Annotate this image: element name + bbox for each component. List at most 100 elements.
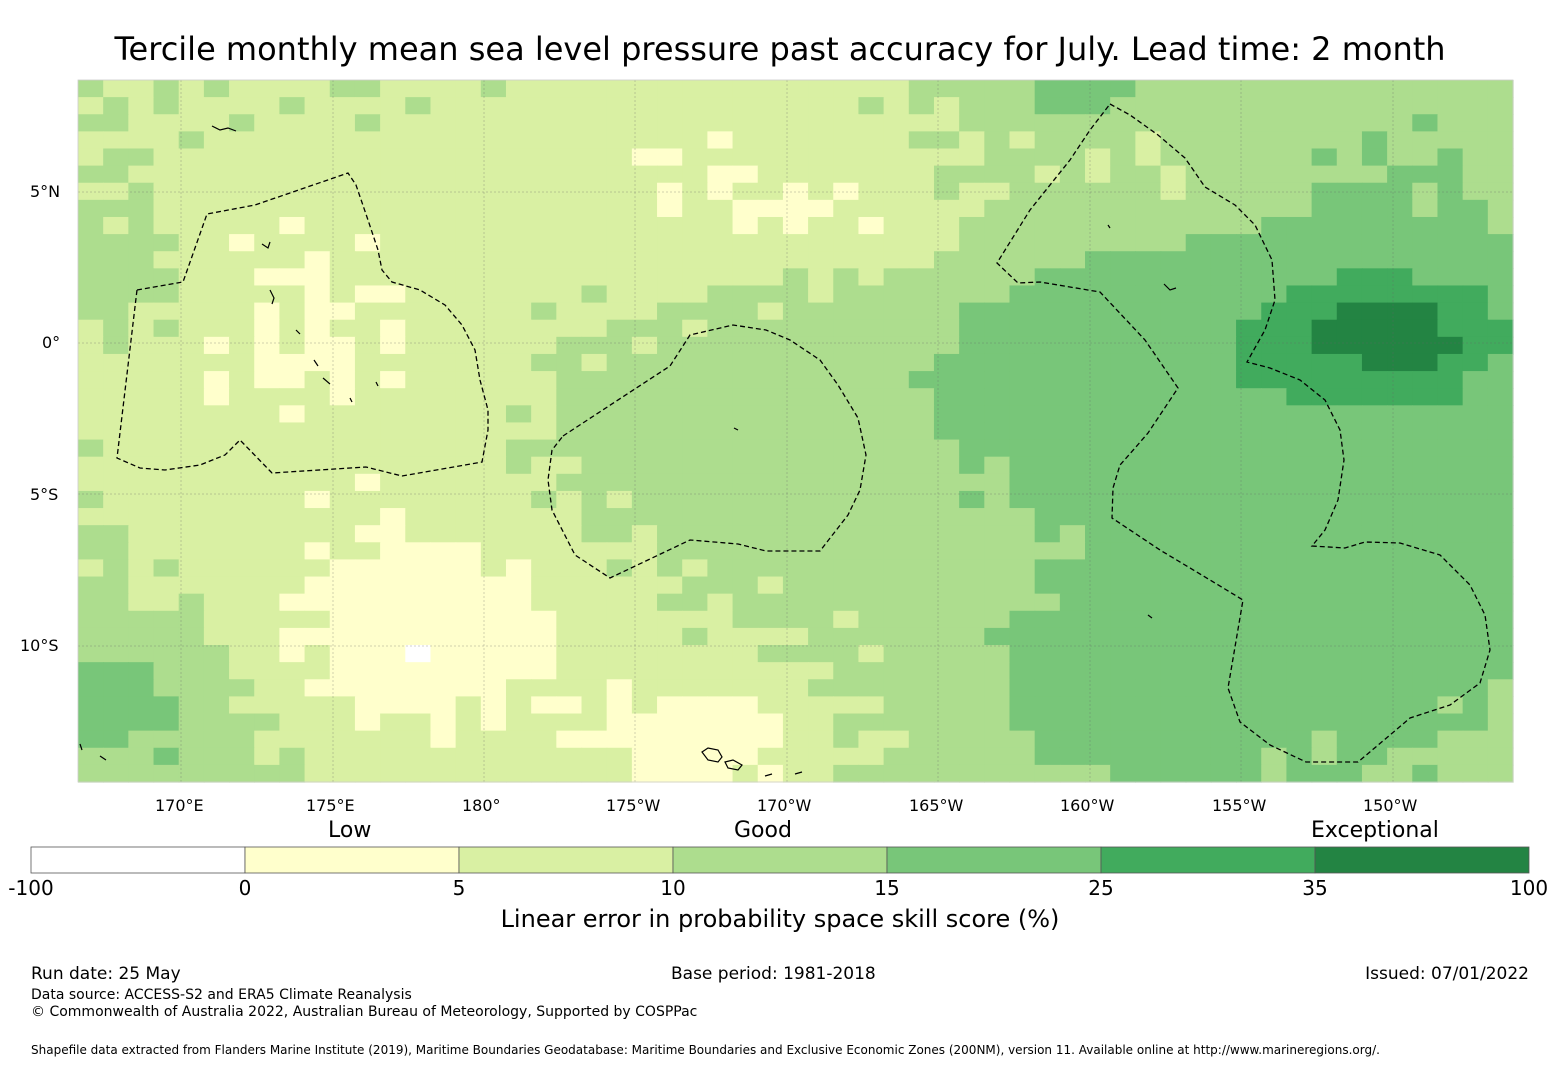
map-cell bbox=[178, 353, 205, 372]
map-cell bbox=[707, 439, 734, 458]
island-wallis bbox=[211, 125, 237, 132]
map-cell bbox=[732, 456, 759, 475]
map-cell bbox=[833, 97, 860, 115]
map-cell bbox=[1387, 542, 1413, 561]
map-cell bbox=[808, 97, 834, 115]
map-cell bbox=[732, 182, 759, 201]
map-cell bbox=[380, 216, 406, 235]
map-cell bbox=[1085, 627, 1111, 646]
map-cell bbox=[732, 525, 759, 543]
map-cell bbox=[1034, 216, 1061, 235]
map-cell bbox=[631, 131, 658, 150]
map-cell bbox=[631, 388, 658, 406]
map-cell bbox=[153, 216, 180, 235]
map-cell bbox=[229, 713, 255, 732]
map-cell bbox=[1462, 610, 1489, 629]
map-cell bbox=[1059, 405, 1086, 424]
map-cell bbox=[883, 576, 910, 595]
map-cell bbox=[682, 268, 708, 287]
map-cell bbox=[657, 182, 683, 201]
map-cell bbox=[908, 302, 935, 321]
map-cell bbox=[1085, 114, 1111, 132]
map-cell bbox=[78, 439, 104, 458]
map-cell bbox=[883, 371, 910, 389]
map-cell bbox=[1210, 525, 1237, 543]
map-cell bbox=[1487, 405, 1514, 424]
map-cell bbox=[1462, 713, 1489, 732]
map-cell bbox=[531, 353, 557, 372]
map-cell bbox=[1210, 456, 1237, 475]
map-cell bbox=[455, 80, 482, 98]
map-cell bbox=[1059, 165, 1086, 184]
map-cell bbox=[556, 371, 583, 389]
map-cell bbox=[1009, 490, 1036, 509]
map-cell bbox=[1412, 645, 1439, 663]
map-cell bbox=[178, 645, 205, 663]
colorbar-segment-3 bbox=[672, 846, 888, 874]
map-cell bbox=[480, 80, 507, 98]
map-cell bbox=[1009, 559, 1036, 578]
map-cell bbox=[1236, 508, 1262, 526]
map-cell bbox=[354, 182, 381, 201]
map-cell bbox=[682, 199, 708, 218]
map-cell bbox=[1185, 216, 1212, 235]
map-cell bbox=[1160, 285, 1187, 304]
map-cell bbox=[203, 285, 230, 304]
map-cell bbox=[304, 405, 331, 424]
map-cell bbox=[1261, 559, 1288, 578]
map-cell bbox=[631, 456, 658, 475]
map-cell bbox=[782, 182, 809, 201]
map-cell bbox=[581, 131, 608, 150]
map-cell bbox=[203, 114, 230, 132]
map-cell bbox=[531, 131, 557, 150]
map-cell bbox=[808, 405, 834, 424]
map-cell bbox=[1361, 713, 1388, 732]
map-cell bbox=[808, 114, 834, 132]
map-cell bbox=[531, 216, 557, 235]
map-cell bbox=[78, 388, 104, 406]
map-cell bbox=[1210, 730, 1237, 749]
map-cell bbox=[505, 593, 532, 612]
map-cell bbox=[782, 490, 809, 509]
map-cell bbox=[657, 730, 683, 749]
map-cell bbox=[78, 234, 104, 252]
map-cell bbox=[1009, 713, 1036, 732]
map-cell bbox=[455, 662, 482, 680]
map-cell bbox=[1487, 764, 1514, 783]
map-cell bbox=[1412, 662, 1439, 680]
map-cell bbox=[581, 165, 608, 184]
map-cell bbox=[380, 456, 406, 475]
lat-label-5n: 5°N bbox=[30, 182, 61, 201]
map-cell bbox=[757, 216, 784, 235]
map-cell bbox=[883, 216, 910, 235]
map-cell bbox=[984, 456, 1011, 475]
map-cell bbox=[1135, 80, 1162, 98]
map-cell bbox=[531, 764, 557, 783]
map-cell bbox=[833, 199, 860, 218]
map-cell bbox=[1135, 319, 1162, 338]
map-cell bbox=[1210, 679, 1237, 697]
map-cell bbox=[1261, 405, 1288, 424]
map-cell bbox=[103, 559, 129, 578]
map-cell bbox=[380, 336, 406, 355]
map-cell bbox=[657, 165, 683, 184]
map-cell bbox=[883, 730, 910, 749]
map-cell bbox=[1034, 371, 1061, 389]
map-cell bbox=[657, 508, 683, 526]
map-cell bbox=[883, 747, 910, 766]
map-cell bbox=[455, 576, 482, 595]
map-cell bbox=[908, 148, 935, 167]
map-cell bbox=[581, 764, 608, 783]
map-cell bbox=[631, 199, 658, 218]
map-cell bbox=[908, 542, 935, 561]
map-cell bbox=[480, 456, 507, 475]
map-cell bbox=[833, 388, 860, 406]
map-cell bbox=[78, 593, 104, 612]
map-cell bbox=[908, 353, 935, 372]
map-cell bbox=[933, 199, 960, 218]
map-cell bbox=[1387, 319, 1413, 338]
map-cell bbox=[128, 285, 155, 304]
map-cell bbox=[808, 302, 834, 321]
map-cell bbox=[1286, 353, 1313, 372]
map-cell bbox=[1110, 405, 1136, 424]
